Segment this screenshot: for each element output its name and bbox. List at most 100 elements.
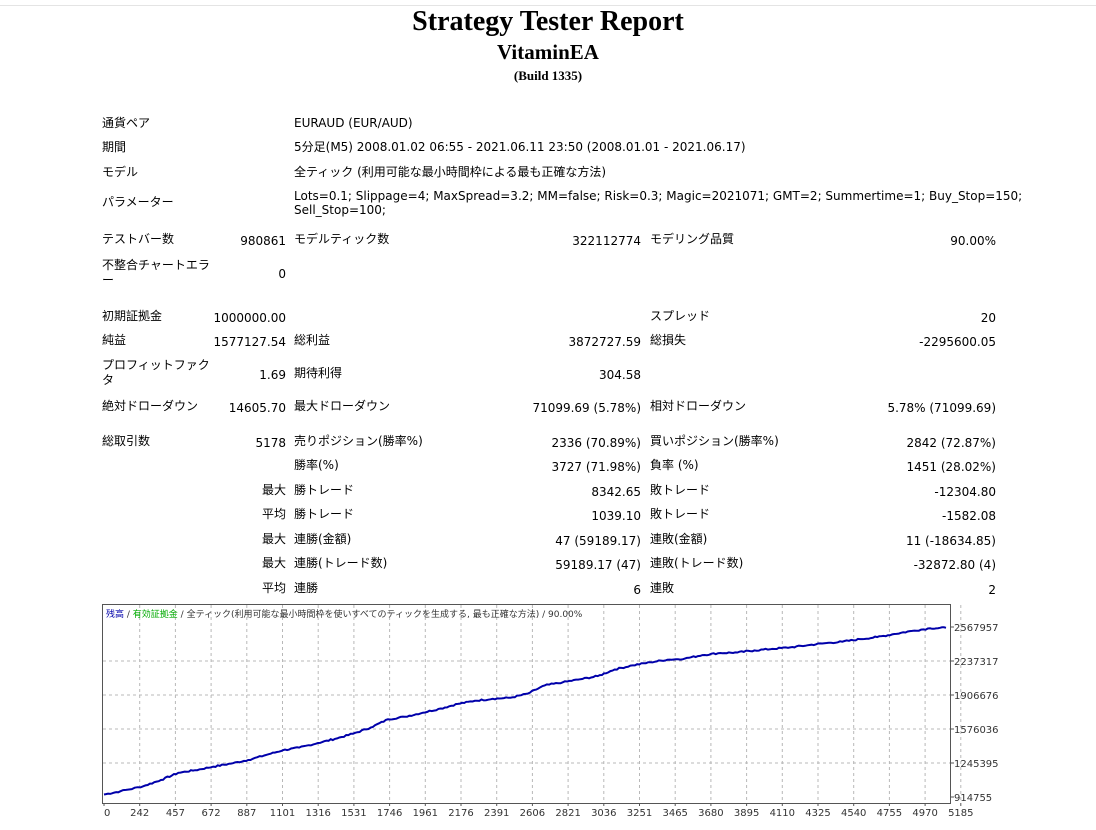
mismatch-label: 不整合チャートエラー: [102, 258, 210, 287]
x-tick-label: 2391: [484, 808, 509, 819]
legend-balance: 残高: [106, 608, 124, 620]
x-tick-label: 4325: [805, 808, 830, 819]
gross-loss-label: 総損失: [650, 333, 687, 347]
cons-wins-amount-label: 連勝(金額): [294, 532, 352, 546]
params-value-line1: Lots=0.1; Slippage=4; MaxSpread=3.2; MM=…: [294, 189, 1023, 203]
max-win-trade-value: 8342.65: [591, 485, 641, 499]
x-tick-label: 3895: [734, 808, 759, 819]
x-tick-label: 3251: [627, 808, 652, 819]
x-axis-ticks: 0 242 457 672 887 1101 1316 1531 1746 1961 2176 239…: [103, 803, 974, 819]
legend-model: 全ティック(利用可能な最小時間枠を使いすべてのティックを生成する, 最も正確な方…: [187, 608, 540, 620]
avg-cons-wins-value: 6: [633, 583, 641, 597]
abs-drawdown-label: 絶対ドローダウン: [102, 399, 199, 413]
quality-value: 90.00%: [950, 234, 996, 248]
spread-value: 20: [980, 311, 996, 325]
max-prefix-label-2: 最大: [262, 532, 287, 546]
top-divider: [0, 5, 1096, 6]
x-tick-label: 3465: [662, 808, 687, 819]
x-tick-label: 672: [202, 808, 221, 819]
x-tick-label: 1101: [270, 808, 295, 819]
short-positions-label: 売りポジション(勝率%): [294, 434, 423, 448]
mismatch-value: 0: [278, 267, 286, 281]
plot-frame: [102, 604, 951, 804]
total-trades-label: 総取引数: [102, 434, 151, 448]
long-positions-value: 2842 (72.87%): [906, 436, 996, 450]
short-positions-value: 2336 (70.89%): [551, 436, 641, 450]
max-prefix-label: 最大: [262, 483, 287, 497]
x-tick-label: 457: [166, 808, 185, 819]
params-value-line2: Sell_Stop=100;: [294, 203, 386, 217]
gross-loss-value: -2295600.05: [919, 335, 996, 349]
x-tick-label: 4110: [770, 808, 795, 819]
rel-drawdown-label: 相対ドローダウン: [650, 399, 747, 413]
avg-cons-losses-label: 連敗: [650, 581, 675, 595]
x-tick-label: 1961: [413, 808, 438, 819]
x-tick-label: 2821: [555, 808, 580, 819]
cons-losses-count-value: -32872.80 (4): [913, 558, 996, 572]
max-drawdown-label: 最大ドローダウン: [294, 399, 391, 413]
cons-wins-count-value: 59189.17 (47): [555, 558, 641, 572]
balance-series-line: [103, 626, 947, 796]
max-drawdown-value: 71099.69 (5.78%): [532, 401, 641, 415]
quality-label: モデリング品質: [650, 232, 735, 246]
x-tick-label: 2606: [520, 808, 545, 819]
avg-prefix-label-2: 平均: [262, 581, 287, 595]
y-tick-label: 2237317: [954, 657, 999, 668]
period-value: 5分足(M5) 2008.01.02 06:55 - 2021.06.11 23…: [294, 140, 746, 154]
symbol-label: 通貨ペア: [102, 116, 151, 130]
y-tick-label: 1245395: [954, 759, 999, 770]
gross-profit-value: 3872727.59: [568, 335, 641, 349]
avg-cons-wins-label: 連勝: [294, 581, 319, 595]
y-tick-label: 2567957: [954, 623, 999, 634]
rel-drawdown-value: 5.78% (71099.69): [887, 401, 996, 415]
x-tick-label: 1746: [377, 808, 402, 819]
avg-loss-trade-value: -1582.08: [942, 509, 996, 523]
avg-cons-losses-value: 2: [988, 583, 996, 597]
x-tick-label: 3680: [698, 808, 723, 819]
x-tick-label: 5185: [948, 808, 973, 819]
legend-quality: 90.00%: [548, 610, 583, 620]
max-win-trade-label: 勝トレード: [294, 483, 355, 497]
cons-wins-amount-value: 47 (59189.17): [555, 534, 641, 548]
spread-label: スプレッド: [650, 309, 711, 323]
ticks-value: 322112774: [572, 234, 641, 248]
x-tick-label: 1531: [341, 808, 366, 819]
x-tick-label: 0: [104, 808, 110, 819]
gross-profit-label: 総利益: [294, 333, 331, 347]
win-rate-label: 勝率(%): [294, 458, 339, 472]
max-loss-trade-label: 敗トレード: [650, 483, 711, 497]
expected-payoff-value: 304.58: [599, 368, 641, 382]
ea-name: VitaminEA: [497, 40, 599, 64]
avg-win-trade-value: 1039.10: [591, 509, 641, 523]
profit-factor-value: 1.69: [259, 368, 286, 382]
bars-value: 980861: [240, 234, 286, 248]
chart-grid: [103, 605, 962, 803]
x-tick-label: 4540: [841, 808, 866, 819]
balance-chart: 残高 / 有効証拠金 / 全ティック(利用可能な最小時間枠を使いすべてのティック…: [102, 604, 999, 819]
legend-text: 残高 / 有効証拠金 / 全ティック(利用可能な最小時間枠を使いすべてのティック…: [106, 608, 583, 620]
y-tick-label: 1576036: [954, 725, 999, 736]
cons-losses-count-label: 連敗(トレード数): [650, 556, 744, 570]
y-axis-ticks: 2567957 2237317 1906676 1576036 1245395 91475…: [950, 623, 999, 804]
model-label: モデル: [102, 165, 139, 179]
legend-separator: /: [124, 610, 133, 620]
period-label: 期間: [102, 140, 127, 154]
deposit-label: 初期証拠金: [102, 309, 163, 323]
legend-separator: /: [539, 610, 548, 620]
x-tick-label: 4755: [877, 808, 902, 819]
cons-losses-amount-value: 11 (-18634.85): [905, 534, 996, 548]
ticks-label: モデルティック数: [294, 232, 390, 246]
x-tick-label: 3036: [591, 808, 616, 819]
legend-equity: 有効証拠金: [133, 608, 178, 620]
long-positions-label: 買いポジション(勝率%): [650, 434, 779, 448]
net-profit-value: 1577127.54: [213, 335, 286, 349]
win-rate-value: 3727 (71.98%): [551, 460, 641, 474]
y-tick-label: 1906676: [954, 691, 999, 702]
chart-legend: 残高 / 有効証拠金 / 全ティック(利用可能な最小時間枠を使いすべてのティック…: [106, 608, 583, 620]
params-label: パラメーター: [102, 195, 174, 209]
avg-loss-trade-label: 敗トレード: [650, 507, 711, 521]
x-tick-label: 2176: [448, 808, 473, 819]
x-tick-label: 4970: [912, 808, 937, 819]
net-profit-label: 純益: [102, 333, 127, 347]
build-label: (Build 1335): [513, 68, 583, 83]
